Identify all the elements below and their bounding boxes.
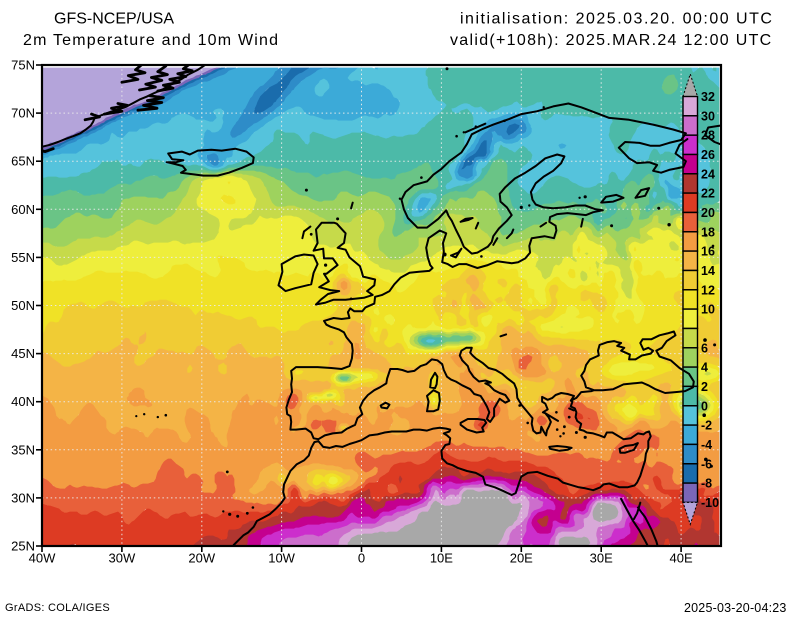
svg-text:60N: 60N [11, 202, 35, 217]
svg-text:-6: -6 [701, 457, 712, 471]
svg-text:18: 18 [701, 225, 715, 239]
svg-text:65N: 65N [11, 154, 35, 169]
svg-text:2m Temperature and 10m Wind: 2m Temperature and 10m Wind [23, 32, 279, 49]
svg-text:22: 22 [701, 187, 715, 201]
svg-text:14: 14 [701, 264, 715, 278]
svg-text:20E: 20E [510, 551, 533, 566]
svg-text:55N: 55N [11, 250, 35, 265]
svg-text:GFS-NCEP/USA: GFS-NCEP/USA [54, 11, 174, 28]
svg-text:GrADS: COLA/IGES: GrADS: COLA/IGES [5, 602, 110, 614]
svg-text:30W: 30W [109, 551, 136, 566]
svg-text:valid(+108h): 2025.MAR.24 12:0: valid(+108h): 2025.MAR.24 12:00 UTC [450, 32, 773, 49]
svg-text:30E: 30E [590, 551, 613, 566]
svg-text:2: 2 [701, 380, 708, 394]
svg-text:40N: 40N [11, 394, 35, 409]
svg-text:2025-03-20-04:23: 2025-03-20-04:23 [684, 601, 787, 615]
svg-text:6: 6 [701, 341, 708, 355]
svg-text:35N: 35N [11, 442, 35, 457]
svg-text:-10: -10 [701, 496, 719, 510]
svg-text:12: 12 [701, 283, 715, 297]
svg-text:10: 10 [701, 303, 715, 317]
svg-text:20W: 20W [188, 551, 215, 566]
svg-text:30: 30 [701, 109, 715, 123]
svg-text:70N: 70N [11, 106, 35, 121]
svg-text:-2: -2 [701, 419, 712, 433]
svg-text:40E: 40E [670, 551, 693, 566]
svg-text:75N: 75N [11, 58, 35, 73]
svg-text:26: 26 [701, 148, 715, 162]
svg-text:32: 32 [701, 90, 715, 104]
svg-text:16: 16 [701, 245, 715, 259]
svg-text:0: 0 [701, 399, 708, 413]
svg-text:50N: 50N [11, 298, 35, 313]
svg-text:25N: 25N [11, 539, 35, 554]
svg-text:10E: 10E [430, 551, 453, 566]
svg-text:30N: 30N [11, 490, 35, 505]
svg-text:-8: -8 [701, 477, 712, 491]
svg-text:4: 4 [701, 361, 708, 375]
svg-text:0: 0 [358, 551, 365, 566]
svg-text:45N: 45N [11, 346, 35, 361]
svg-text:initialisation: 2025.03.20. 00: initialisation: 2025.03.20. 00:00 UTC [460, 11, 773, 28]
svg-text:24: 24 [701, 167, 715, 181]
svg-text:-4: -4 [701, 438, 712, 452]
svg-text:40W: 40W [29, 551, 56, 566]
svg-text:10W: 10W [268, 551, 295, 566]
svg-text:20: 20 [701, 206, 715, 220]
